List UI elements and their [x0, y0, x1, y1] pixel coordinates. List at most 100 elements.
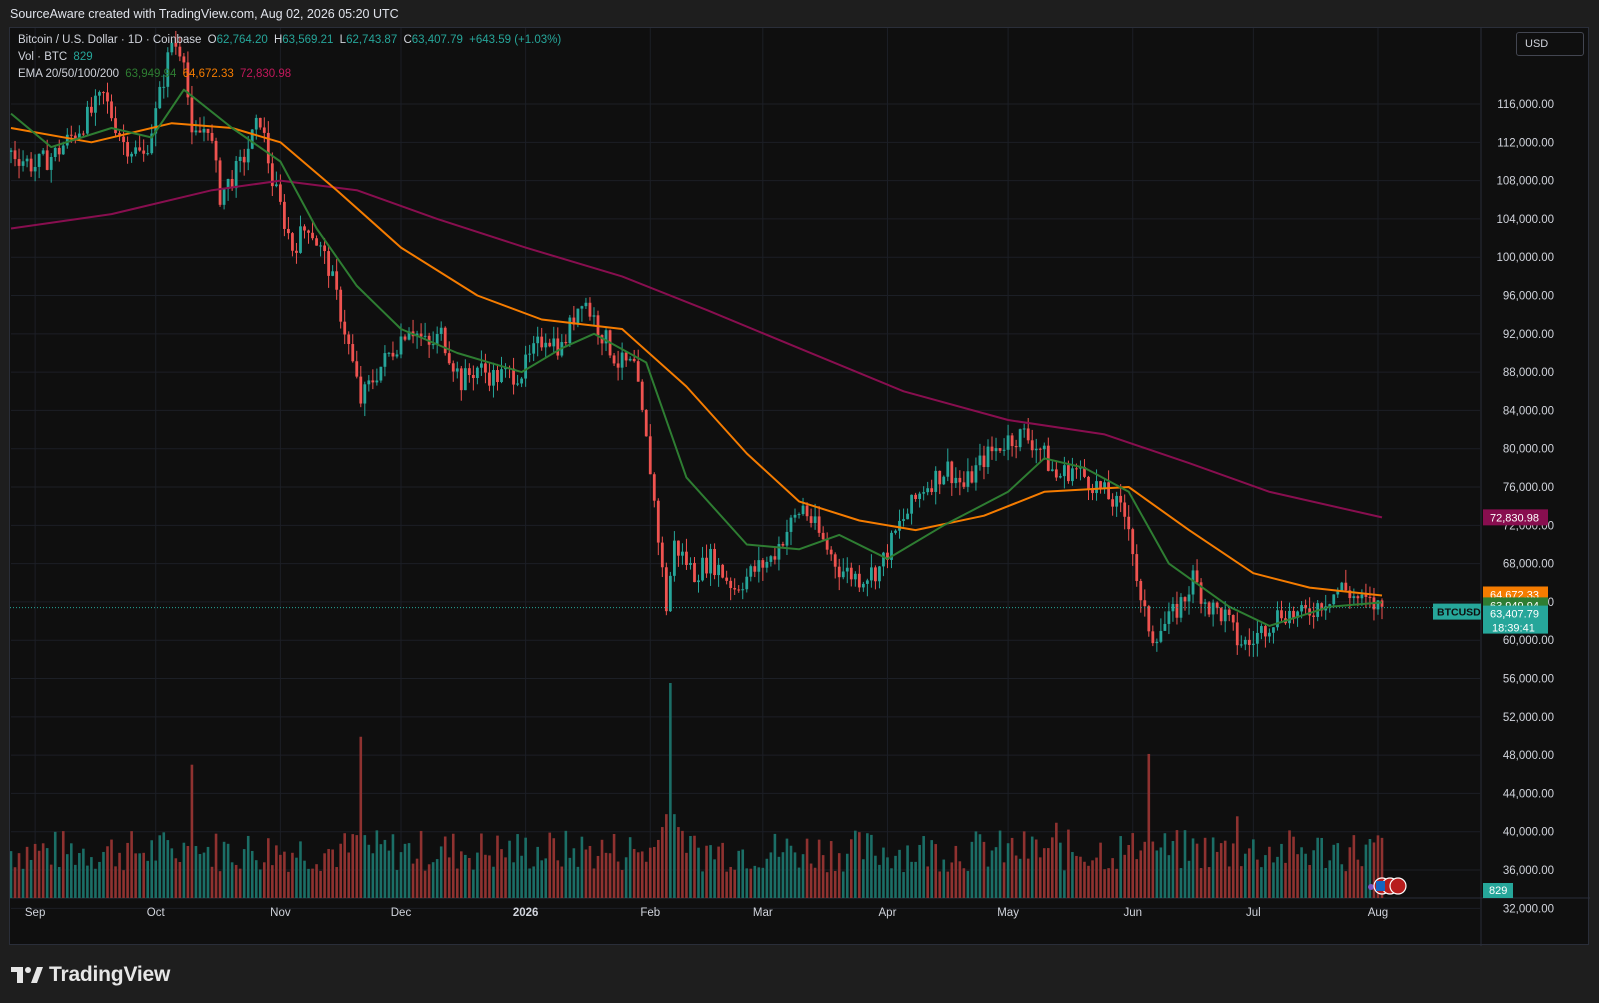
chart-pane[interactable]: 32,000.00 36,000.00 40,000.00 44,000.00 48,0… [9, 27, 1590, 946]
symbol-title[interactable]: Bitcoin / U.S. Dollar · 1D · Coinbase [18, 34, 202, 46]
volume-bar [331, 849, 334, 898]
attribution-bar: SourceAware created with TradingView.com… [0, 0, 1599, 27]
volume-bar [1131, 833, 1135, 898]
volume-bar [1344, 871, 1348, 898]
volume-bar [1324, 867, 1328, 898]
candle-body [861, 583, 865, 588]
volume-bar [833, 870, 837, 898]
candle-body [138, 147, 142, 151]
candle-body [94, 95, 97, 113]
volume-bar [74, 864, 77, 898]
volume-bar [496, 835, 499, 898]
volume-bar [681, 830, 684, 898]
candle-body [1308, 608, 1312, 616]
currency-selector[interactable]: USD [1516, 32, 1584, 56]
candle-body [85, 106, 89, 134]
candle-body [1280, 610, 1283, 619]
price-chart[interactable]: 32,000.00 36,000.00 40,000.00 44,000.00 48,0… [10, 28, 1590, 946]
candle-body [769, 556, 773, 562]
candle-body [266, 132, 270, 164]
ema-label[interactable]: EMA 20/50/100/200 [18, 68, 120, 80]
candle-body [709, 548, 712, 574]
volume-bar [512, 862, 515, 898]
y-tick-label: 104,000.00 [1496, 214, 1554, 226]
candle-body [874, 567, 877, 582]
candle-body [262, 127, 266, 133]
candle-body [652, 474, 656, 501]
y-tick-label: 112,000.00 [1497, 137, 1554, 149]
candle-body [254, 117, 258, 130]
volume-bar [158, 835, 162, 898]
volume-bar [246, 835, 250, 898]
volume-bar [476, 852, 479, 898]
candle-body [821, 532, 825, 540]
volume-bar [902, 872, 905, 898]
volume-bar [640, 851, 644, 898]
volume-bar [854, 830, 857, 898]
candle-body [110, 101, 113, 119]
candle-body [463, 368, 467, 391]
volume-bar [303, 860, 306, 898]
candle-body [1356, 596, 1360, 599]
volume-bar [1223, 840, 1227, 898]
volume-bar [363, 835, 367, 898]
candle-body [1143, 600, 1147, 607]
volume-label[interactable]: Vol · BTC [18, 51, 68, 63]
volume-bar [572, 848, 576, 898]
volume-bar [126, 842, 129, 898]
candle-body [890, 532, 893, 560]
candle-body [258, 117, 262, 128]
candle-body [793, 514, 797, 518]
high-label: H [273, 34, 283, 46]
volume-bar [1328, 860, 1332, 898]
candle-body [648, 436, 652, 475]
candle-body [319, 245, 322, 247]
symbol-tag-label: BTCUSD [1437, 607, 1481, 619]
candle-body [512, 368, 515, 385]
candle-body [90, 106, 93, 113]
candle-body [697, 580, 700, 583]
volume-bar [1175, 830, 1179, 898]
y-tick-label: 80,000.00 [1503, 444, 1554, 456]
volume-bar [359, 736, 363, 898]
brand-logo[interactable]: TradingView [11, 960, 170, 990]
candle-body [451, 363, 455, 372]
candle-body [1360, 594, 1364, 599]
candle-body [158, 86, 162, 109]
volume-bar [1014, 855, 1018, 898]
volume-bar [162, 832, 166, 898]
volume-bar [697, 847, 700, 898]
candle-body [65, 134, 69, 146]
volume-bar [1292, 836, 1295, 898]
candle-body [564, 342, 568, 344]
candle-body [717, 564, 721, 576]
volume-bar [1187, 860, 1191, 898]
candle-body [1155, 641, 1159, 644]
candle-body [781, 543, 785, 546]
volume-bar [291, 852, 294, 898]
candle-body [640, 381, 644, 410]
x-tick-label: May [997, 907, 1019, 919]
volume-bar [53, 831, 57, 898]
candle-body [278, 184, 282, 202]
volume-bar [242, 849, 246, 898]
volume-bar [1059, 842, 1062, 898]
candle-body [186, 62, 190, 98]
volume-bar [540, 860, 544, 898]
candle-body [1191, 570, 1195, 595]
volume-bar [391, 834, 395, 898]
volume-bar [504, 857, 507, 898]
volume-bar [258, 869, 262, 898]
volume-bar [411, 863, 415, 898]
candle-body [202, 128, 206, 133]
candle-body [958, 477, 962, 483]
candle-body [81, 133, 85, 135]
candle-body [813, 516, 817, 523]
candle-body [214, 140, 218, 161]
candle-body [624, 352, 628, 361]
candle-body [1127, 516, 1131, 530]
volume-bar [1018, 858, 1022, 898]
candle-body [323, 245, 327, 252]
volume-bar [1300, 847, 1303, 898]
candle-body [656, 500, 660, 543]
